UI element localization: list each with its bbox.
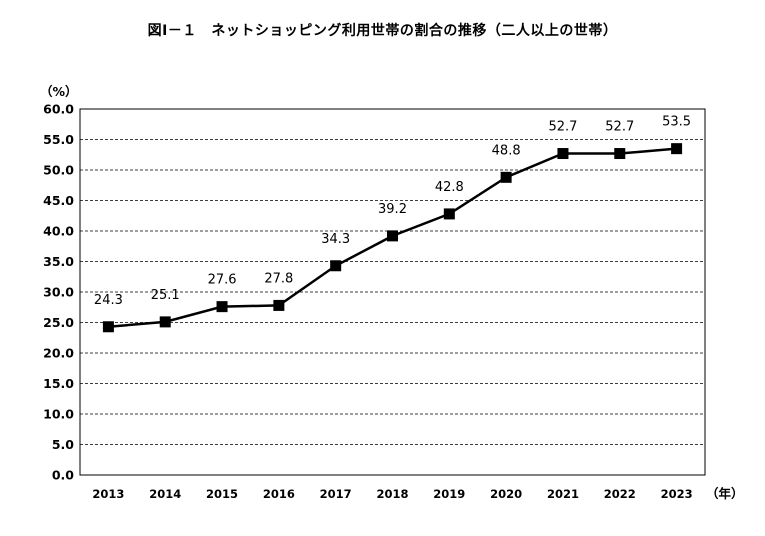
x-tick-label: 2017 <box>320 487 352 501</box>
data-point-marker <box>387 230 398 242</box>
y-tick-label: 20.0 <box>43 346 74 361</box>
data-label: 25.1 <box>151 288 180 303</box>
data-labels: 24.3 25.1 27.6 27.8 34.3 39.2 42.8 48.8 52.7 52.7… <box>94 115 691 308</box>
x-axis-ticks: 2013 2014 2015 2016 2017 2018 2019 2020 2021 2022… <box>92 487 692 501</box>
x-tick-label: 2013 <box>92 487 124 501</box>
data-point-marker <box>159 316 171 328</box>
data-point-marker <box>500 171 512 183</box>
y-tick-label: 30.0 <box>43 285 74 300</box>
data-point-marker <box>557 148 569 160</box>
data-label: 39.2 <box>378 202 407 217</box>
y-tick-label: 25.0 <box>43 315 74 330</box>
data-point-marker <box>216 301 228 313</box>
y-tick-label: 40.0 <box>43 224 74 239</box>
y-tick-label: 35.0 <box>43 254 74 269</box>
plot-area-frame <box>79 108 706 476</box>
y-tick-label: 55.0 <box>43 132 74 147</box>
grid-lines <box>80 139 705 445</box>
y-tick-label: 15.0 <box>43 376 74 391</box>
data-label: 34.3 <box>321 232 350 247</box>
x-tick-label: 2022 <box>604 487 636 501</box>
y-tick-label: 0.0 <box>52 468 74 483</box>
y-tick-label: 5.0 <box>52 437 74 452</box>
y-axis-unit-label: （%） <box>40 84 78 99</box>
data-label: 24.3 <box>94 293 123 308</box>
data-point-marker <box>273 299 285 311</box>
x-tick-label: 2019 <box>433 487 465 501</box>
data-label: 52.7 <box>605 120 634 135</box>
data-point-marker <box>330 260 342 272</box>
data-point-marker <box>102 321 114 333</box>
data-markers <box>102 143 683 333</box>
data-point-marker <box>614 148 626 160</box>
x-tick-label: 2023 <box>661 487 693 501</box>
data-label: 52.7 <box>548 120 577 135</box>
data-point-marker <box>443 208 455 220</box>
x-tick-label: 2015 <box>206 487 238 501</box>
chart-title: 図Ⅰ－１ ネットショッピング利用世帯の割合の推移（二人以上の世帯） <box>147 23 618 39</box>
y-tick-label: 10.0 <box>43 407 74 422</box>
data-label: 27.6 <box>208 273 237 288</box>
y-axis-ticks: 0.0 5.0 10.0 15.0 20.0 25.0 30.0 35.0 40.0 45.0 50… <box>43 102 74 483</box>
data-label: 48.8 <box>492 143 521 158</box>
data-point-marker <box>671 143 683 155</box>
data-label: 42.8 <box>435 180 464 195</box>
x-tick-label: 2016 <box>263 487 295 501</box>
y-tick-label: 50.0 <box>43 163 74 178</box>
data-label: 53.5 <box>662 115 691 130</box>
x-tick-label: 2018 <box>376 487 408 501</box>
y-tick-label: 60.0 <box>43 102 74 117</box>
x-tick-label: 2020 <box>490 487 522 501</box>
x-axis-unit-label: （年） <box>706 486 744 501</box>
data-label: 27.8 <box>264 271 293 286</box>
y-tick-label: 45.0 <box>43 193 74 208</box>
x-tick-label: 2014 <box>149 487 181 501</box>
x-tick-label: 2021 <box>547 487 579 501</box>
